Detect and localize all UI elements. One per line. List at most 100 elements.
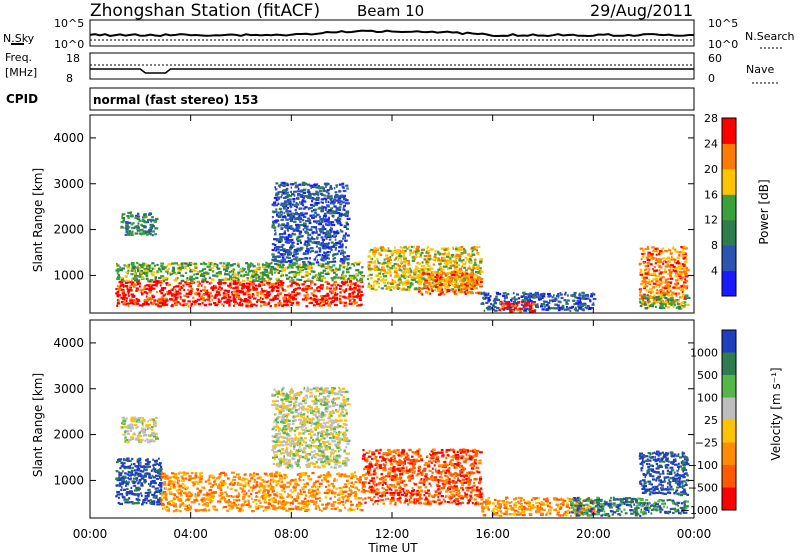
power-cell [446,253,450,256]
power-cell [557,307,559,310]
power-cell [330,210,335,213]
power-cell [221,264,224,268]
power-cell [251,303,256,306]
power-cell [680,245,683,249]
power-cell [321,226,326,229]
power-cell [539,293,542,296]
power-cell [328,195,332,198]
power-cell [483,309,486,312]
power-cell [345,304,348,307]
power-cell [349,276,354,279]
power-cell [640,283,644,286]
velocity-cell [157,468,159,472]
power-colorbar-tick: 20 [704,163,718,176]
power-cell [324,252,328,255]
power-cell [659,277,663,280]
power-cell [682,264,686,267]
power-cell [149,284,153,287]
velocity-cell [182,471,186,474]
power-cell [398,269,402,272]
velocity-cell [161,493,165,496]
velocity-cell [163,483,167,486]
power-cell [428,282,431,285]
power-cell [322,304,326,307]
power-cell [493,297,498,300]
power-cell [463,266,467,269]
power-cell [245,303,248,306]
power-cell [479,284,483,287]
power-cell [222,282,227,285]
power-cell [279,214,283,217]
power-cell [220,287,223,290]
power-cell [217,298,220,301]
power-cell [296,203,300,206]
power-cell [218,273,221,276]
power-cell [164,293,167,296]
power-cell [155,280,159,283]
power-cell [447,259,449,262]
power-cell [670,268,673,271]
power-cell [439,266,443,269]
power-cell [655,285,658,288]
velocity-cell [358,508,361,511]
power-cell [471,282,474,285]
power-cell [682,289,685,292]
power-cell [182,274,185,277]
power-cell [313,226,317,229]
power-cell [179,302,181,305]
power-cell [263,303,267,306]
power-cell [672,305,675,309]
power-cell [319,279,324,282]
power-cell [154,276,157,279]
power-cell [445,265,448,268]
power-cell [276,289,280,293]
power-cell [299,241,302,244]
power-cell [310,237,313,240]
power-cell [321,201,324,204]
power-cell [515,302,518,305]
power-cell [130,262,135,265]
power-cell [643,293,646,296]
velocity-cell [168,507,170,510]
power-cell [400,250,404,253]
power-cell [344,208,346,212]
power-cell [180,274,184,277]
power-cell [331,234,334,238]
power-cell [208,261,210,264]
power-cell [294,190,297,193]
power-cell [285,256,289,259]
power-cell [145,273,148,276]
power-cell [322,295,327,298]
power-cell [325,237,328,240]
power-cell [660,296,663,299]
power-cell [512,300,516,304]
power-cell [304,296,308,299]
power-cell [684,278,687,281]
power-cell [511,297,515,300]
power-cell [127,263,131,266]
power-cell [684,272,687,276]
power-cell [646,294,649,297]
velocity-cell [136,493,140,496]
power-cell [361,285,364,288]
power-cell [273,201,277,204]
power-cell [663,296,666,299]
power-cell [187,305,190,308]
power-cell [552,307,555,310]
power-cell [333,198,337,201]
power-cell [560,306,564,309]
power-cell [426,247,428,250]
velocity-cell [266,484,269,487]
power-cell [306,279,311,282]
power-cell [206,298,210,301]
power-cell [308,221,312,225]
power-cell [315,278,319,281]
power-cell [454,272,458,275]
power-cell [458,290,462,293]
power-cell [576,299,580,303]
velocity-cell [153,470,157,473]
power-cell [201,269,204,272]
power-cell [273,238,277,241]
freq-unit-label: [MHz] [5,66,37,79]
power-cell [677,274,682,278]
